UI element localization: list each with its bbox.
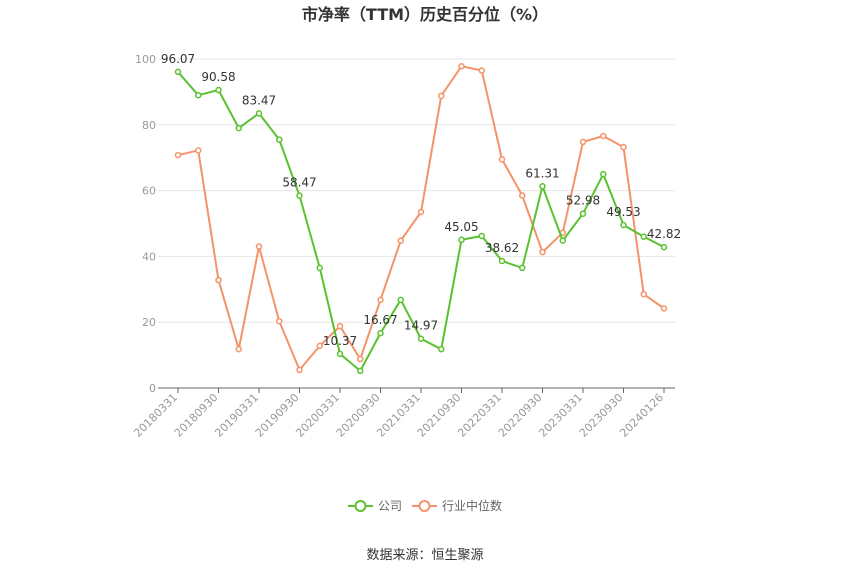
data-label: 42.82 bbox=[647, 227, 681, 241]
data-point bbox=[519, 192, 526, 199]
data-labels: 96.07 90.58 83.47 58.47 10.37 16.67 14.97 45.05… bbox=[161, 52, 681, 348]
x-tick-label: 20240126 bbox=[617, 391, 666, 440]
y-tick-label: 40 bbox=[142, 250, 156, 263]
data-point bbox=[397, 296, 404, 304]
legend-label: 公司 bbox=[378, 499, 402, 513]
data-point bbox=[357, 355, 364, 363]
y-tick-label: 100 bbox=[135, 53, 156, 66]
data-point bbox=[559, 237, 566, 244]
data-label: 49.53 bbox=[606, 205, 640, 219]
data-point bbox=[296, 192, 303, 199]
data-point bbox=[498, 257, 506, 265]
data-point bbox=[336, 350, 344, 358]
legend-label: 行业中位数 bbox=[442, 498, 502, 513]
y-tick-label: 60 bbox=[142, 185, 156, 198]
data-point bbox=[539, 248, 546, 256]
data-point bbox=[579, 138, 587, 146]
data-point bbox=[438, 345, 445, 353]
data-point bbox=[235, 345, 242, 353]
data-point bbox=[660, 243, 668, 251]
data-label: 61.31 bbox=[525, 166, 559, 180]
data-point bbox=[195, 147, 202, 154]
y-tick-label: 80 bbox=[142, 119, 156, 132]
data-point bbox=[600, 170, 607, 178]
data-point bbox=[195, 91, 202, 99]
data-point bbox=[235, 124, 242, 132]
y-tick-label: 20 bbox=[142, 316, 156, 329]
data-point bbox=[417, 208, 425, 216]
data-point bbox=[660, 305, 668, 312]
data-point bbox=[478, 232, 485, 240]
data-point bbox=[215, 276, 222, 284]
data-point bbox=[276, 317, 283, 325]
data-point bbox=[438, 92, 445, 100]
data-point bbox=[458, 62, 465, 70]
data-label: 14.97 bbox=[404, 319, 438, 333]
data-label: 90.58 bbox=[201, 70, 235, 84]
data-point bbox=[600, 132, 607, 140]
data-label: 83.47 bbox=[242, 93, 276, 107]
data-point bbox=[336, 322, 344, 330]
data-label: 58.47 bbox=[282, 176, 316, 190]
data-point bbox=[620, 221, 627, 229]
data-point bbox=[640, 290, 647, 298]
data-point bbox=[640, 233, 647, 240]
data-point bbox=[174, 68, 182, 76]
data-point bbox=[276, 136, 283, 143]
data-label: 45.05 bbox=[444, 220, 478, 234]
data-point bbox=[316, 342, 323, 350]
data-point bbox=[620, 143, 627, 151]
y-axis-ticks: 0 20 40 60 80 100 bbox=[135, 53, 156, 395]
grid bbox=[158, 58, 675, 323]
data-point bbox=[255, 110, 263, 117]
x-axis-ticks: 2018033120180930201903312019093020200331… bbox=[131, 388, 666, 440]
data-point bbox=[478, 67, 485, 74]
data-point bbox=[458, 236, 465, 244]
data-point bbox=[417, 335, 425, 342]
legend-marker bbox=[418, 500, 431, 512]
data-point bbox=[255, 243, 263, 250]
legend-marker bbox=[354, 500, 367, 512]
data-point bbox=[377, 296, 384, 304]
data-label: 10.37 bbox=[323, 334, 357, 348]
data-point bbox=[519, 264, 526, 272]
data-point bbox=[215, 86, 222, 94]
legend: 公司 行业中位数 bbox=[348, 498, 502, 513]
data-label: 96.07 bbox=[161, 52, 195, 66]
series-lines bbox=[174, 62, 668, 375]
data-label: 38.62 bbox=[485, 241, 519, 255]
data-point bbox=[397, 237, 404, 244]
data-point bbox=[539, 183, 546, 190]
data-point bbox=[296, 366, 303, 374]
data-label: 52.98 bbox=[566, 194, 600, 208]
data-point bbox=[579, 210, 587, 217]
data-point bbox=[316, 264, 323, 272]
y-tick-label: 0 bbox=[149, 382, 156, 395]
data-point bbox=[357, 367, 364, 375]
data-point bbox=[174, 151, 182, 159]
data-point bbox=[377, 329, 384, 337]
data-label: 16.67 bbox=[363, 313, 397, 327]
data-point bbox=[498, 156, 506, 163]
chart-title: 市净率（TTM）历史百分位（%） bbox=[302, 5, 548, 24]
source-note: 数据来源：恒生聚源 bbox=[366, 548, 483, 563]
